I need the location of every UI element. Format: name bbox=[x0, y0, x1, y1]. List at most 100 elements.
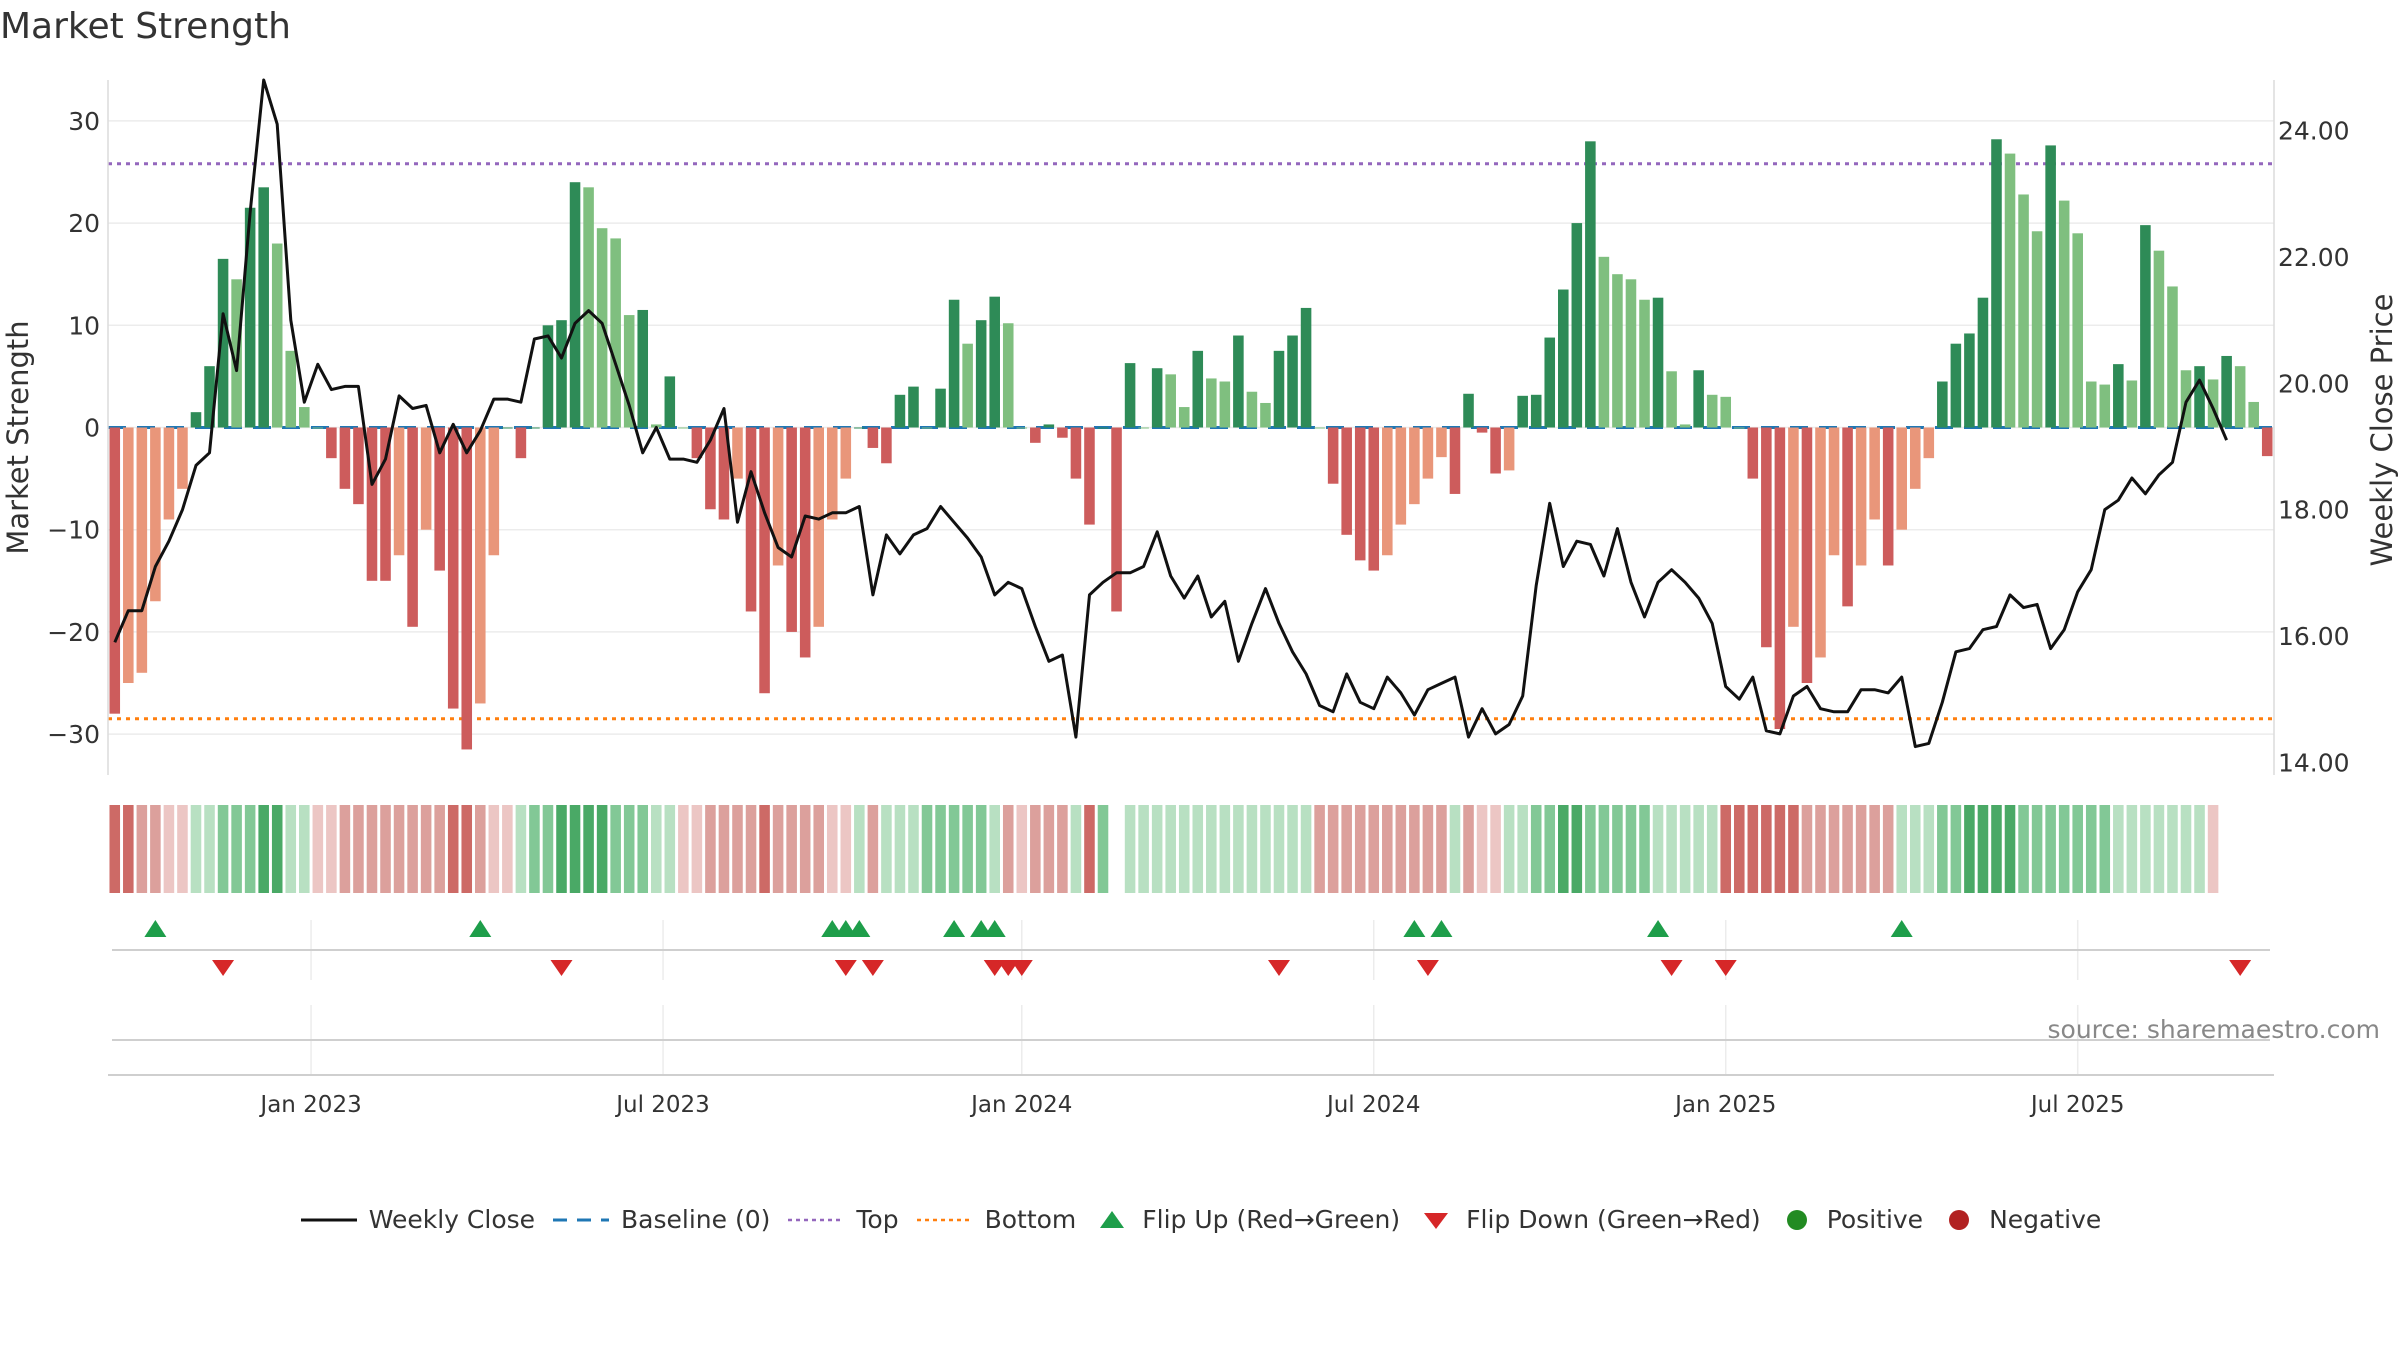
strip-cell bbox=[1449, 805, 1461, 893]
strength-bar bbox=[1693, 370, 1704, 428]
strip-cell bbox=[556, 805, 567, 893]
flip-down-marker bbox=[861, 960, 884, 976]
strip-cell bbox=[1666, 805, 1677, 893]
strength-bar bbox=[1869, 427, 1880, 520]
flip-up-marker bbox=[1890, 920, 1913, 937]
flip-up-marker bbox=[1403, 920, 1426, 937]
strip-cell bbox=[1558, 805, 1569, 893]
strip-cell bbox=[217, 805, 229, 893]
strength-bar bbox=[1842, 427, 1853, 607]
legend-flip-up: Flip Up (Red→Green) bbox=[1092, 1205, 1400, 1234]
strength-bar bbox=[190, 412, 202, 428]
strip-cell bbox=[1828, 805, 1840, 893]
strip-cell bbox=[1016, 805, 1028, 893]
strength-bar bbox=[1300, 307, 1312, 428]
strength-bar bbox=[1422, 427, 1434, 479]
strength-bar bbox=[610, 238, 621, 428]
strip-cell bbox=[1327, 805, 1339, 893]
strip-cell bbox=[2058, 805, 2070, 893]
strength-bar bbox=[2234, 366, 2246, 428]
strength-bar bbox=[908, 386, 919, 428]
strength-bar bbox=[664, 376, 676, 428]
strength-bar bbox=[921, 427, 933, 429]
strength-bar bbox=[2045, 145, 2056, 428]
flip-up-marker bbox=[1430, 920, 1453, 937]
legend-flip-down-label: Flip Down (Green→Red) bbox=[1466, 1205, 1761, 1234]
strength-bar bbox=[2261, 427, 2273, 457]
strip-cell bbox=[1909, 805, 1921, 893]
strength-bar bbox=[475, 427, 486, 704]
legend-bottom-label: Bottom bbox=[984, 1205, 1077, 1234]
strength-bar bbox=[786, 427, 797, 632]
strength-bar bbox=[502, 427, 513, 429]
strip-cell bbox=[569, 805, 581, 893]
strip-cell bbox=[150, 805, 161, 893]
strip-cell bbox=[921, 805, 933, 893]
strength-bar bbox=[2031, 231, 2043, 428]
y-axis-title: Market Strength bbox=[1, 320, 35, 554]
flip-down-marker bbox=[834, 960, 857, 976]
strip-cell bbox=[1300, 805, 1312, 893]
y2-tick-label: 24.00 bbox=[2278, 117, 2350, 146]
strength-bar bbox=[732, 427, 743, 479]
strip-cell bbox=[2180, 805, 2192, 893]
strip-cell bbox=[759, 805, 770, 893]
strip-cell bbox=[285, 805, 297, 893]
strip-cell bbox=[1991, 805, 2002, 893]
strength-bar bbox=[1490, 427, 1501, 474]
y-tick-label: −20 bbox=[47, 618, 100, 647]
strip-cell bbox=[1733, 805, 1745, 893]
source-label: source: sharemaestro.com bbox=[2047, 1015, 2381, 1044]
strength-bar bbox=[461, 427, 473, 750]
strength-bar bbox=[691, 427, 703, 459]
strength-bar bbox=[1178, 407, 1190, 428]
strip-cell bbox=[1571, 805, 1583, 893]
strength-bar bbox=[1706, 394, 1718, 428]
strip-cell bbox=[2018, 805, 2029, 893]
strip-cell bbox=[772, 805, 784, 893]
strength-bar bbox=[556, 320, 567, 428]
strip-cell bbox=[1246, 805, 1258, 893]
strip-cell bbox=[1544, 805, 1556, 893]
strip-cell bbox=[948, 805, 960, 893]
strength-bar bbox=[393, 427, 405, 556]
strip-cell bbox=[786, 805, 797, 893]
y2-tick-label: 18.00 bbox=[2278, 496, 2350, 525]
strength-bar bbox=[1002, 323, 1014, 428]
strip-cell bbox=[1219, 805, 1231, 893]
strip-cell bbox=[339, 805, 351, 893]
y2-tick-label: 20.00 bbox=[2278, 369, 2350, 398]
legend-top: Top bbox=[786, 1205, 899, 1234]
flip-down-marker bbox=[212, 960, 235, 976]
strength-bar bbox=[1679, 424, 1691, 428]
strip-cell bbox=[177, 805, 188, 893]
strip-cell bbox=[353, 805, 364, 893]
strip-cell bbox=[705, 805, 716, 893]
strength-bar bbox=[650, 424, 662, 428]
strength-bar bbox=[1436, 427, 1447, 458]
legend-weekly-close-label: Weekly Close bbox=[368, 1205, 536, 1234]
strip-cell bbox=[1598, 805, 1610, 893]
strip-cell bbox=[2085, 805, 2097, 893]
strip-cell bbox=[1625, 805, 1637, 893]
strength-bar bbox=[962, 343, 973, 428]
strip-cell bbox=[515, 805, 527, 893]
strength-bar bbox=[867, 427, 879, 448]
strength-bar bbox=[989, 296, 1000, 428]
x-tick-label: Jul 2023 bbox=[614, 1092, 710, 1118]
strip-cell bbox=[109, 805, 121, 893]
strength-bar bbox=[407, 427, 418, 627]
strip-cell bbox=[583, 805, 594, 893]
strip-cell bbox=[2167, 805, 2178, 893]
strip-cell bbox=[299, 805, 310, 893]
y-tick-label: 30 bbox=[68, 107, 100, 136]
strength-strip bbox=[109, 805, 2219, 893]
flip-down-marker bbox=[1660, 960, 1683, 976]
strength-bar bbox=[2004, 153, 2016, 428]
strip-cell bbox=[258, 805, 269, 893]
strip-cell bbox=[1165, 805, 1176, 893]
strength-bar bbox=[434, 427, 445, 571]
strength-bar bbox=[745, 427, 757, 612]
strength-bar bbox=[1558, 289, 1569, 428]
strength-bar bbox=[1341, 427, 1352, 535]
